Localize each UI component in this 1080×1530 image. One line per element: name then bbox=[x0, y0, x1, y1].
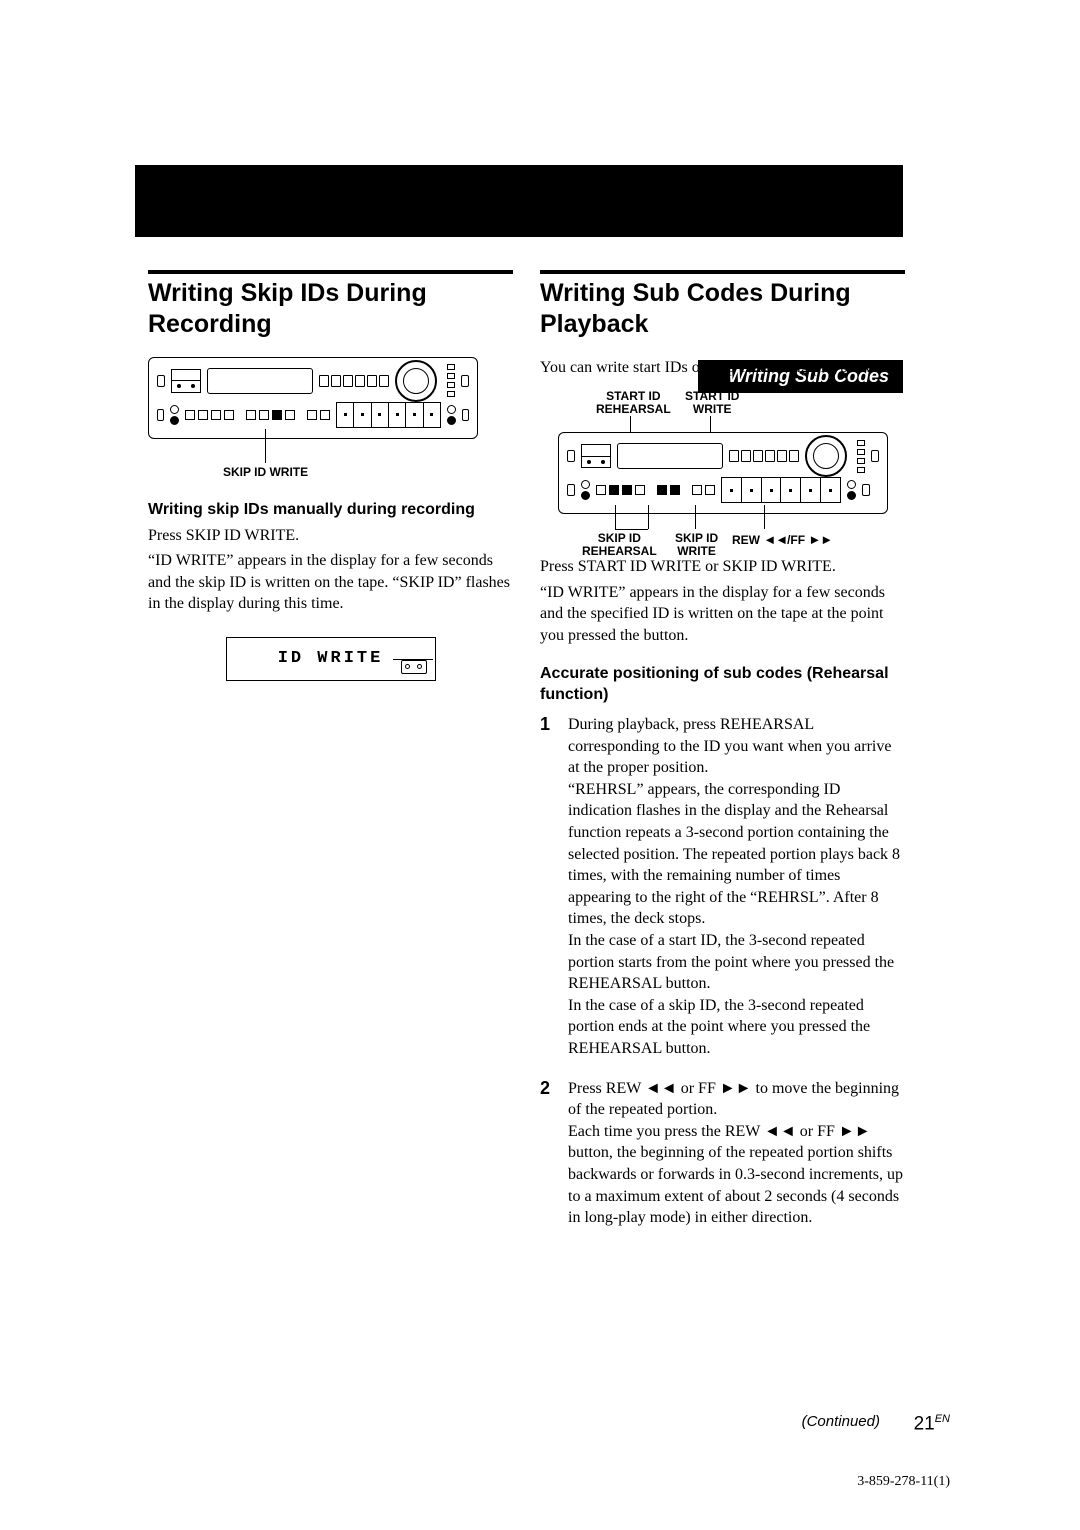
step-text: During playback, press REHEARSAL corresp… bbox=[568, 714, 905, 1060]
device-illustration bbox=[148, 357, 478, 439]
page-number: 21EN bbox=[914, 1413, 950, 1435]
step-1: 1 During playback, press REHEARSAL corre… bbox=[540, 714, 905, 1060]
right-subhead: Accurate positioning of sub codes (Rehea… bbox=[540, 664, 905, 706]
callout-start-id-rehearsal: START IDREHEARSAL bbox=[596, 390, 671, 416]
callout-skip-id-write: SKIP IDWRITE bbox=[675, 532, 718, 558]
continued-label: (Continued) bbox=[802, 1413, 880, 1430]
left-p2: “ID WRITE” appears in the display for a … bbox=[148, 550, 513, 615]
right-title: Writing Sub Codes During Playback bbox=[540, 278, 905, 341]
step-2: 2 Press REW ◄◄ or FF ►► to move the begi… bbox=[540, 1078, 905, 1229]
callout-skip-id-rehearsal: SKIP IDREHEARSAL bbox=[582, 532, 657, 558]
title-rule bbox=[540, 270, 905, 274]
step-text: Press REW ◄◄ or FF ►► to move the beginn… bbox=[568, 1078, 905, 1229]
step-number: 2 bbox=[540, 1078, 556, 1229]
right-intro: You can write start IDs or skip IDs duri… bbox=[540, 357, 905, 379]
document-number: 3-859-278-11(1) bbox=[857, 1474, 950, 1490]
right-column: Writing Sub Codes During Playback You ca… bbox=[540, 270, 905, 1247]
device-figure-right: START IDREHEARSAL START IDWRITE bbox=[540, 390, 905, 514]
callout-start-id-write: START IDWRITE bbox=[685, 390, 739, 416]
steps-list: 1 During playback, press REHEARSAL corre… bbox=[540, 714, 905, 1229]
left-column: Writing Skip IDs During Recording bbox=[148, 270, 513, 681]
lcd-text: ID WRITE bbox=[278, 649, 384, 668]
left-title: Writing Skip IDs During Recording bbox=[148, 278, 513, 341]
lcd-display: ID WRITE bbox=[226, 637, 436, 681]
left-subhead: Writing skip IDs manually during recordi… bbox=[148, 501, 513, 519]
left-p1: Press SKIP ID WRITE. bbox=[148, 525, 513, 547]
device-illustration bbox=[558, 432, 888, 514]
title-rule bbox=[148, 270, 513, 274]
callout-rew-ff: REW ◄◄/FF ►► bbox=[732, 532, 832, 547]
right-p1: Press START ID WRITE or SKIP ID WRITE. bbox=[540, 556, 905, 578]
header-blackbar: Writing Sub Codes bbox=[135, 165, 903, 237]
right-p2: “ID WRITE” appears in the display for a … bbox=[540, 582, 905, 647]
step-number: 1 bbox=[540, 714, 556, 1060]
callout-skip-id-write: SKIP ID WRITE bbox=[223, 465, 308, 479]
device-figure-left: SKIP ID WRITE bbox=[148, 357, 513, 439]
